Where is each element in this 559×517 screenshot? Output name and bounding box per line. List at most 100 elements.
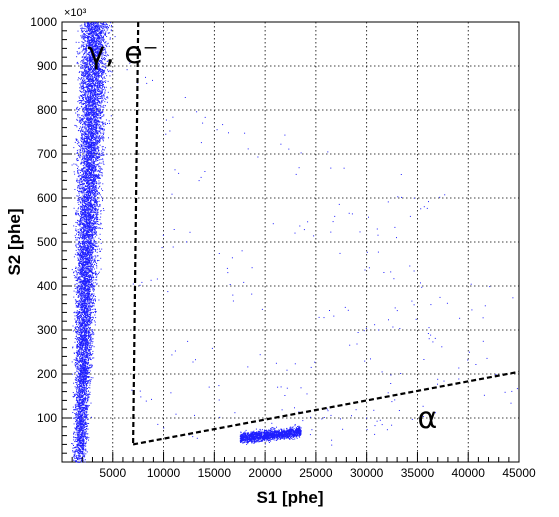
data-point [76,273,78,275]
data-point [95,215,97,217]
data-point [92,249,94,251]
data-point [78,318,80,319]
data-point [85,417,87,419]
data-point [82,413,84,415]
data-point [84,110,86,111]
data-point [84,72,86,74]
data-point [92,145,94,147]
data-point [84,204,86,206]
data-point [90,309,92,311]
data-point [84,334,86,336]
data-point [83,336,85,338]
data-point [95,112,97,114]
data-point [86,407,87,409]
data-point [82,258,84,260]
data-point [77,428,79,429]
data-point [84,227,86,229]
data-point [74,427,76,429]
data-point [73,312,75,314]
data-point [80,449,82,451]
data-point [89,144,91,146]
data-point [80,303,82,305]
data-point [83,170,85,172]
data-point [83,267,85,269]
data-point [86,149,88,151]
data-point [86,75,88,77]
data-point [88,171,90,173]
data-point [82,337,84,339]
data-point [77,461,79,463]
data-point [95,169,97,170]
data-point [85,327,87,329]
data-point [83,123,85,125]
data-point [91,109,93,111]
data-point [82,162,84,163]
data-point [77,189,79,191]
data-point [75,41,77,43]
data-point [82,46,84,47]
data-point [82,162,84,164]
data-point [90,334,92,336]
data-point [97,124,99,126]
data-point [91,286,93,288]
data-point [84,372,86,374]
data-point [91,178,93,180]
data-point [76,56,78,58]
data-point [82,261,84,263]
data-point [92,56,94,58]
data-point [97,24,99,26]
data-point [76,339,78,341]
data-point [102,23,104,25]
data-point [99,46,100,48]
data-point [79,445,81,447]
data-point [87,146,89,147]
data-point [105,80,107,82]
data-point [86,85,88,87]
data-point [90,234,92,236]
data-point [72,346,74,348]
data-point [87,63,89,65]
data-point [87,86,89,88]
data-point [100,118,102,120]
data-point [94,165,95,167]
data-point [88,29,90,31]
data-point [78,369,80,371]
data-point [102,95,104,97]
data-point [96,202,97,204]
data-point [77,171,79,173]
data-point [90,85,92,87]
data-point [92,87,94,89]
data-point [80,425,82,427]
data-point [82,71,84,73]
data-point [95,231,97,233]
data-point [91,364,93,366]
data-point [86,415,88,416]
data-point [101,72,103,74]
data-point [100,34,102,36]
data-point [80,288,82,290]
data-point [74,327,76,329]
data-point [78,350,80,352]
data-point [100,49,102,51]
data-point [87,195,89,197]
data-point [91,280,93,282]
data-point [93,207,95,209]
data-point [90,323,92,325]
data-point [92,123,93,125]
data-point [78,438,80,440]
data-point [75,303,77,305]
data-point [86,182,87,184]
data-point [82,358,84,360]
data-point [95,80,97,82]
data-point [92,200,94,201]
data-point [83,229,85,231]
data-point [80,86,82,88]
data-point [86,115,88,117]
data-point [86,335,88,337]
data-point [80,177,82,179]
data-point [95,78,97,80]
data-point [73,393,75,395]
data-point [82,350,84,352]
data-point [88,353,90,354]
data-point [95,42,97,44]
